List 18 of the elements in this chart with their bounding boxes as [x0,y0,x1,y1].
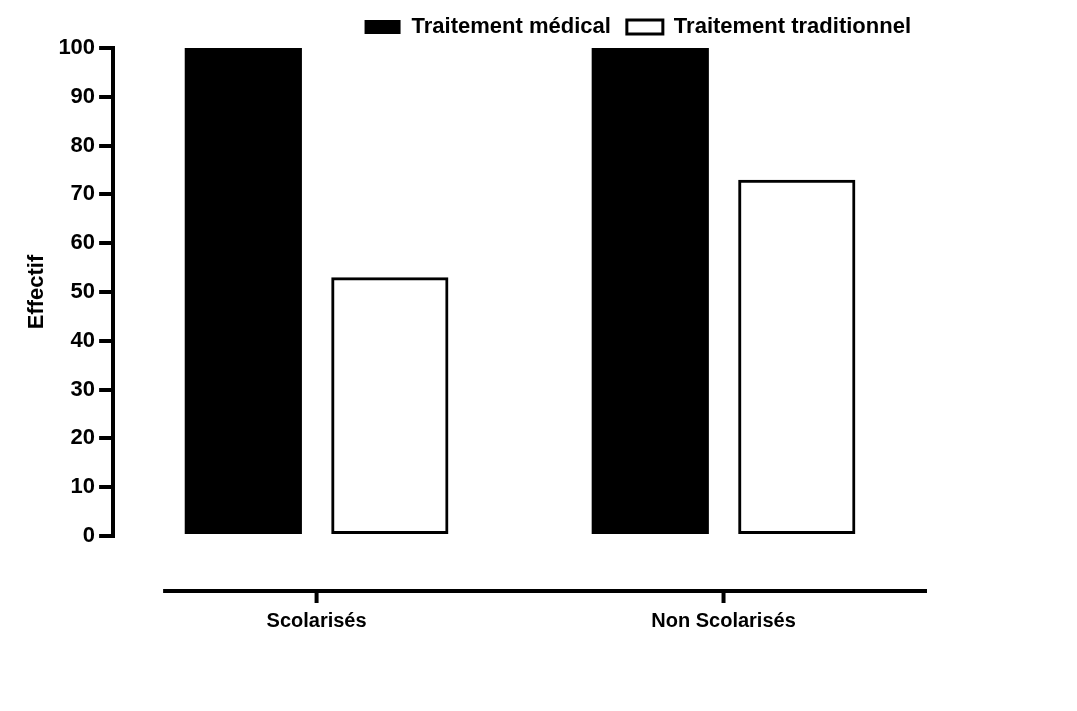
legend-label: Traitement traditionnel [673,13,912,39]
x-tick-label: Non Scolarisés [651,608,796,631]
y-tick-label: 30 [70,375,96,401]
y-tick-label: 0 [82,522,96,548]
y-tick-label: 40 [70,326,96,352]
y-tick-label: 50 [70,278,96,304]
legend-label: Traitement médical [411,13,611,39]
y-tick-label: 60 [70,229,96,255]
x-tick-label: Scolarisés [266,608,367,631]
y-tick-label: 80 [70,131,96,157]
bar [184,48,302,534]
y-tick-label: 10 [70,473,96,499]
y-tick-label: 20 [70,424,96,450]
y-tick-label: 100 [58,34,96,60]
y-tick-label: 90 [70,82,96,108]
bar [591,48,709,534]
y-axis-title: Effectif [23,254,49,330]
y-tick-label: 70 [70,180,96,206]
